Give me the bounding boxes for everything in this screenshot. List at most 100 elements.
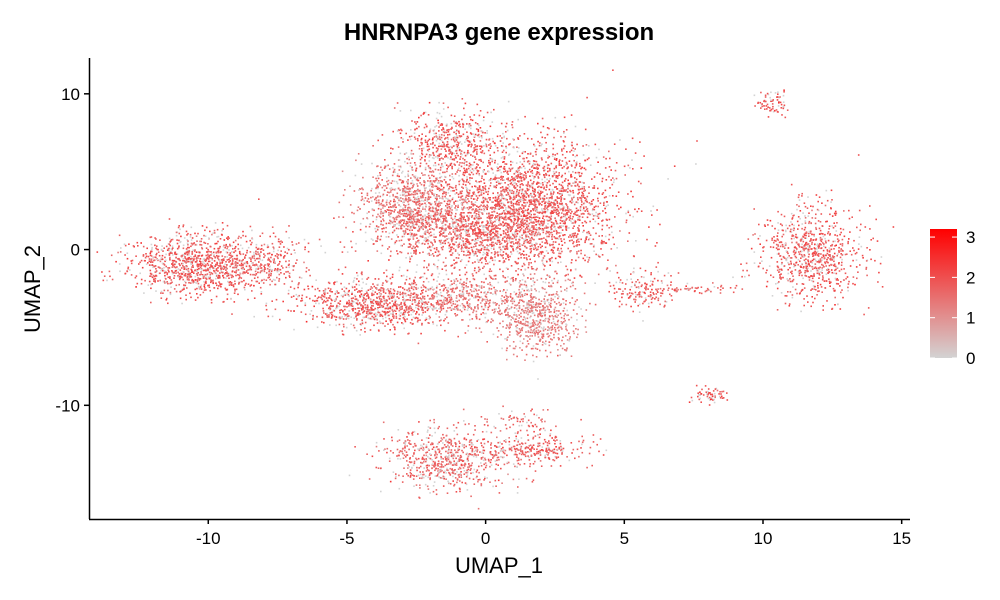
scatter-point — [557, 130, 559, 132]
scatter-point — [595, 211, 597, 214]
scatter-point — [452, 225, 454, 228]
scatter-point — [421, 192, 424, 194]
scatter-point — [565, 274, 567, 276]
scatter-point — [507, 173, 509, 175]
scatter-point — [560, 198, 562, 200]
scatter-point — [136, 241, 139, 244]
scatter-point — [448, 212, 450, 214]
scatter-point — [425, 135, 427, 137]
scatter-point — [510, 207, 512, 210]
scatter-point — [499, 166, 501, 168]
scatter-point — [580, 167, 582, 170]
scatter-point — [573, 159, 575, 162]
scatter-point — [506, 236, 509, 238]
scatter-point — [436, 136, 439, 139]
scatter-point — [534, 167, 537, 170]
scatter-point — [489, 125, 492, 128]
scatter-point — [557, 223, 559, 225]
scatter-point — [597, 213, 599, 215]
scatter-point — [411, 222, 414, 224]
scatter-point — [478, 173, 480, 175]
scatter-point — [592, 238, 595, 241]
scatter-point — [510, 215, 513, 218]
scatter-point — [457, 229, 459, 231]
scatter-point — [456, 129, 458, 132]
scatter-point — [454, 215, 457, 218]
scatter-point — [342, 194, 345, 197]
scatter-point — [543, 169, 545, 172]
scatter-point — [529, 160, 531, 163]
scatter-point — [479, 259, 481, 261]
scatter-point — [576, 252, 578, 255]
scatter-point — [499, 243, 501, 246]
scatter-point — [396, 173, 399, 175]
scatter-point — [461, 162, 463, 164]
scatter-point — [399, 209, 401, 211]
scatter-point — [512, 279, 514, 281]
scatter-point — [510, 245, 513, 248]
scatter-point — [380, 220, 382, 222]
scatter-point — [447, 213, 449, 215]
scatter-point — [215, 269, 218, 272]
scatter-point — [451, 167, 453, 170]
scatter-point — [464, 273, 467, 276]
scatter-point — [528, 205, 530, 208]
scatter-point — [553, 191, 555, 194]
scatter-point — [508, 167, 511, 170]
scatter-point — [495, 216, 498, 218]
scatter-point — [475, 208, 478, 210]
scatter-point — [467, 145, 470, 147]
scatter-point — [494, 161, 496, 164]
scatter-point — [155, 247, 157, 250]
scatter-point — [344, 189, 346, 191]
scatter-point — [224, 256, 226, 258]
scatter-point — [354, 250, 357, 252]
scatter-point — [556, 177, 559, 179]
scatter-point — [518, 176, 521, 179]
scatter-point — [409, 207, 411, 209]
scatter-point — [541, 117, 544, 120]
scatter-point — [428, 222, 430, 224]
scatter-point — [571, 259, 573, 261]
scatter-point — [454, 266, 456, 269]
scatter-point — [527, 181, 529, 183]
scatter-point — [537, 171, 540, 174]
scatter-point — [521, 279, 524, 281]
scatter-point — [484, 187, 486, 189]
scatter-point — [388, 168, 391, 170]
scatter-point — [455, 139, 458, 141]
scatter-point — [415, 253, 417, 255]
scatter-point — [419, 155, 421, 158]
scatter-point — [499, 187, 502, 189]
scatter-point — [438, 145, 440, 148]
scatter-point — [484, 173, 486, 175]
scatter-point — [598, 235, 600, 237]
scatter-point — [402, 189, 405, 191]
scatter-point — [457, 206, 459, 208]
scatter-point — [460, 165, 463, 168]
scatter-point — [504, 213, 506, 215]
scatter-point — [510, 242, 513, 244]
scatter-point — [473, 135, 476, 138]
scatter-point — [563, 238, 565, 241]
scatter-point — [571, 141, 573, 144]
scatter-point — [633, 255, 635, 258]
scatter-point — [552, 143, 554, 146]
scatter-point — [533, 226, 535, 229]
scatter-point — [579, 197, 582, 199]
scatter-point — [432, 141, 434, 144]
scatter-point — [431, 193, 434, 195]
scatter-point — [494, 259, 496, 262]
scatter-point — [501, 194, 503, 197]
scatter-point — [552, 226, 555, 228]
scatter-point — [452, 243, 455, 246]
scatter-point — [423, 193, 425, 196]
scatter-point — [503, 190, 506, 193]
scatter-point — [479, 148, 482, 150]
scatter-point — [519, 161, 522, 163]
scatter-point — [464, 154, 467, 157]
scatter-point — [528, 263, 530, 266]
scatter-point — [468, 123, 471, 125]
scatter-point — [574, 148, 576, 150]
scatter-point — [589, 234, 592, 236]
